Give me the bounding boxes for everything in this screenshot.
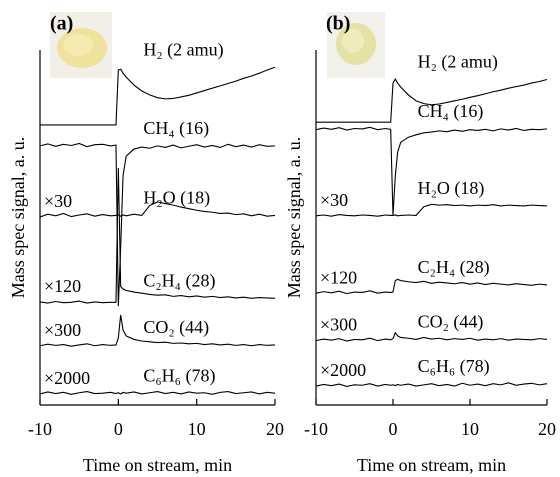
x-tick-label: 0 xyxy=(389,419,398,439)
trace xyxy=(316,78,548,123)
trace-label: CH₄ (16) xyxy=(143,118,209,139)
x-tick-label: 10 xyxy=(461,419,479,439)
scale-factor: ×300 xyxy=(320,315,357,335)
trace-label: H₂ (2 amu) xyxy=(418,52,498,73)
trace xyxy=(315,126,548,216)
scale-factor: ×120 xyxy=(44,276,81,296)
scale-factor: ×2000 xyxy=(44,368,90,388)
x-tick-label: -10 xyxy=(304,419,328,439)
scale-factor: ×30 xyxy=(320,190,348,210)
x-tick-label: 20 xyxy=(266,419,284,439)
trace-label: CO₂ (44) xyxy=(143,317,209,338)
y-axis-label: Mass spec signal, a. u. xyxy=(284,137,304,298)
scale-factor: ×2000 xyxy=(320,360,366,380)
trace-label: CO₂ (44) xyxy=(418,312,484,333)
x-tick-label: -10 xyxy=(28,419,52,439)
x-tick-label: 0 xyxy=(114,419,123,439)
trace xyxy=(315,331,548,342)
trace-label: C₆H₆ (78) xyxy=(418,356,490,377)
trace xyxy=(315,278,548,295)
scale-factor: ×300 xyxy=(44,320,81,340)
scale-factor: ×120 xyxy=(320,267,357,287)
trace xyxy=(39,167,276,304)
trace xyxy=(39,142,276,307)
trace xyxy=(39,391,276,395)
scale-factor: ×30 xyxy=(44,191,72,211)
photo-b xyxy=(327,12,385,78)
trace xyxy=(39,314,276,347)
trace-label: C₆H₆ (78) xyxy=(143,365,215,386)
panel-label: (a) xyxy=(50,13,73,35)
x-tick-label: 20 xyxy=(538,419,556,439)
trace xyxy=(39,201,276,218)
trace-label: H₂O (18) xyxy=(143,188,210,209)
x-axis-label: Time on stream, min xyxy=(357,455,506,475)
trace xyxy=(40,66,276,126)
trace-label: C₂H₄ (28) xyxy=(418,257,490,278)
x-tick-label: 10 xyxy=(188,419,206,439)
trace xyxy=(315,203,548,217)
trace xyxy=(315,382,548,388)
y-axis-label: Mass spec signal, a. u. xyxy=(8,137,28,298)
trace-label: C₂H₄ (28) xyxy=(143,270,215,291)
trace-label: H₂O (18) xyxy=(418,178,485,199)
trace-label: CH₄ (16) xyxy=(418,101,484,122)
trace-label: H₂ (2 amu) xyxy=(143,39,223,60)
panel-label: (b) xyxy=(326,13,350,35)
x-axis-label: Time on stream, min xyxy=(83,455,232,475)
photo-a xyxy=(50,12,112,78)
